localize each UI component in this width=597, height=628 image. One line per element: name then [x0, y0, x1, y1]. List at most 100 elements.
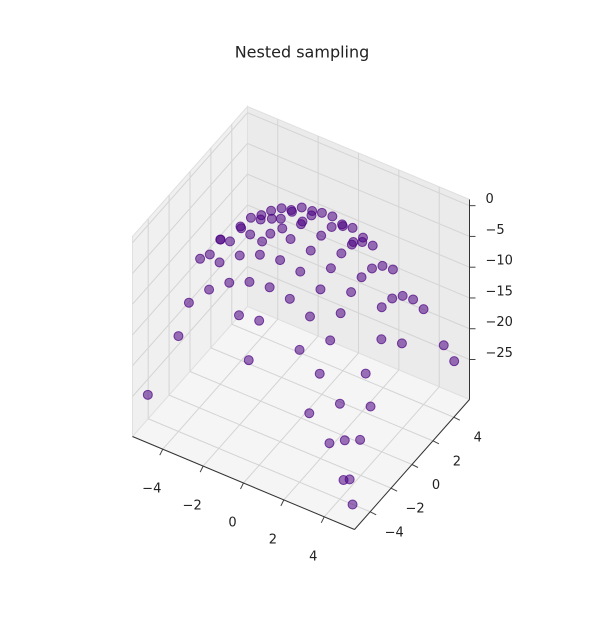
point	[438, 340, 449, 351]
y-tick-label: −2	[406, 502, 425, 517]
grid-line	[247, 266, 470, 360]
point	[397, 290, 408, 301]
point	[183, 297, 194, 308]
point	[266, 213, 277, 224]
z-tick-label: −15	[486, 284, 513, 299]
x-tick-label: 0	[228, 516, 236, 531]
point	[316, 230, 327, 241]
x-tick-label: 4	[309, 549, 317, 564]
point	[236, 223, 247, 234]
point	[204, 249, 215, 260]
point	[387, 264, 398, 275]
y-tick-label: 4	[474, 431, 482, 446]
z-tick-label: 0	[486, 192, 494, 207]
point	[285, 234, 296, 245]
tick-mark	[453, 416, 461, 421]
tick-mark	[390, 487, 398, 492]
tick-mark	[369, 511, 377, 516]
point	[225, 236, 235, 247]
point	[305, 311, 315, 322]
tick-mark	[240, 482, 244, 490]
z-tick-label: −25	[486, 346, 513, 361]
point	[360, 368, 371, 379]
point	[348, 236, 359, 247]
y-tick-label: 0	[432, 478, 440, 493]
point	[294, 344, 305, 355]
panes	[131, 105, 476, 531]
point	[254, 315, 265, 326]
x-tick-label: −4	[142, 482, 161, 497]
z-tick-label: −20	[486, 315, 513, 330]
point	[204, 284, 215, 295]
grid-line	[247, 112, 470, 207]
point	[173, 331, 184, 342]
point	[234, 310, 244, 321]
point	[314, 368, 325, 379]
point	[355, 434, 366, 445]
point	[275, 255, 286, 266]
point	[243, 355, 254, 366]
point	[338, 475, 349, 486]
point	[346, 287, 357, 298]
point	[335, 308, 346, 319]
point	[408, 294, 419, 305]
grid-line	[247, 235, 470, 330]
tick-mark	[280, 499, 285, 507]
point	[315, 284, 326, 295]
y-axis	[354, 399, 470, 530]
point	[376, 334, 387, 345]
point	[334, 398, 345, 409]
point	[324, 438, 335, 449]
point	[234, 250, 245, 261]
point	[297, 216, 308, 227]
point	[224, 277, 235, 288]
point	[316, 207, 327, 218]
grid-line	[132, 266, 248, 397]
point	[257, 236, 268, 247]
point	[336, 248, 347, 259]
point	[339, 435, 350, 446]
point	[276, 203, 287, 214]
grid-line	[168, 394, 392, 489]
point	[376, 302, 387, 313]
point	[214, 257, 225, 268]
point	[277, 223, 288, 234]
tick-mark	[199, 465, 204, 473]
point	[327, 211, 338, 222]
chart-title: Nested sampling	[235, 43, 370, 62]
tick-mark	[411, 464, 419, 468]
point	[396, 338, 407, 349]
point	[142, 389, 153, 400]
point	[215, 234, 226, 245]
point	[337, 221, 348, 232]
z-tick-label: −5	[486, 223, 505, 238]
point	[307, 206, 318, 217]
point	[325, 263, 336, 274]
point	[256, 210, 267, 221]
y-tick-label: 2	[453, 454, 461, 469]
tick-mark	[320, 516, 325, 524]
grid-line	[132, 204, 248, 336]
x-axis	[132, 436, 355, 530]
point	[449, 356, 460, 367]
point	[245, 229, 256, 240]
point	[367, 263, 377, 274]
point	[296, 202, 307, 213]
point	[244, 276, 255, 287]
grid-line	[247, 173, 470, 268]
grid-line	[132, 143, 248, 274]
x-tick-label: 2	[269, 532, 277, 547]
grid-line	[147, 418, 371, 513]
point	[358, 232, 368, 243]
grid-line	[189, 371, 413, 465]
point	[287, 206, 297, 217]
point	[264, 282, 275, 293]
point	[356, 272, 367, 283]
point	[295, 266, 306, 277]
point	[195, 253, 206, 264]
point	[418, 304, 429, 315]
x-tick-label: −2	[183, 499, 202, 514]
point	[284, 293, 295, 304]
grid-line	[132, 173, 248, 305]
